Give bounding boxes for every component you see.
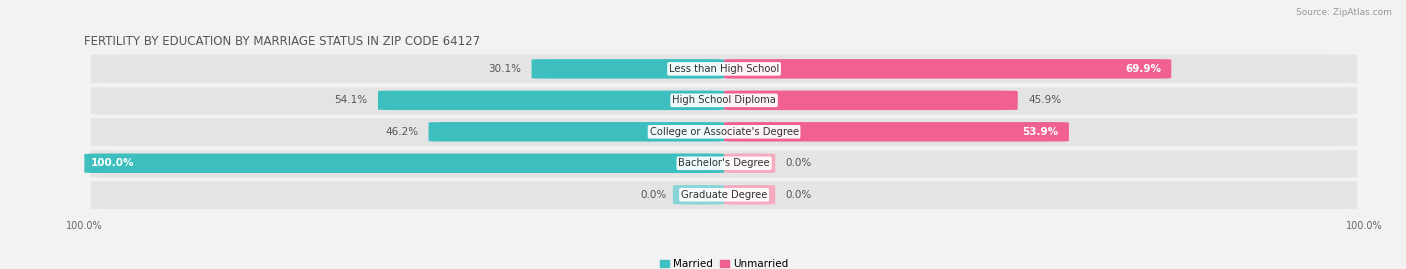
FancyBboxPatch shape — [724, 59, 1171, 79]
Text: 69.9%: 69.9% — [1125, 64, 1161, 74]
FancyBboxPatch shape — [91, 149, 1357, 178]
Text: High School Diploma: High School Diploma — [672, 95, 776, 105]
Text: 30.1%: 30.1% — [488, 64, 522, 74]
FancyBboxPatch shape — [673, 185, 724, 204]
FancyBboxPatch shape — [724, 154, 775, 173]
FancyBboxPatch shape — [724, 91, 1018, 110]
Text: Bachelor's Degree: Bachelor's Degree — [678, 158, 770, 168]
Text: 46.2%: 46.2% — [385, 127, 419, 137]
FancyBboxPatch shape — [724, 185, 775, 204]
Legend: Married, Unmarried: Married, Unmarried — [655, 255, 793, 269]
FancyBboxPatch shape — [531, 59, 724, 79]
Text: 0.0%: 0.0% — [786, 190, 811, 200]
Text: Graduate Degree: Graduate Degree — [681, 190, 768, 200]
FancyBboxPatch shape — [429, 122, 724, 141]
Text: 0.0%: 0.0% — [640, 190, 666, 200]
FancyBboxPatch shape — [91, 117, 1357, 146]
Text: College or Associate's Degree: College or Associate's Degree — [650, 127, 799, 137]
Text: Less than High School: Less than High School — [669, 64, 779, 74]
Text: 100.0%: 100.0% — [91, 158, 134, 168]
FancyBboxPatch shape — [84, 154, 724, 173]
FancyBboxPatch shape — [91, 86, 1357, 115]
Text: 45.9%: 45.9% — [1028, 95, 1062, 105]
FancyBboxPatch shape — [91, 180, 1357, 209]
Text: FERTILITY BY EDUCATION BY MARRIAGE STATUS IN ZIP CODE 64127: FERTILITY BY EDUCATION BY MARRIAGE STATU… — [84, 36, 481, 48]
FancyBboxPatch shape — [378, 91, 724, 110]
FancyBboxPatch shape — [91, 54, 1357, 83]
Text: 54.1%: 54.1% — [335, 95, 368, 105]
Text: 0.0%: 0.0% — [786, 158, 811, 168]
Text: Source: ZipAtlas.com: Source: ZipAtlas.com — [1296, 8, 1392, 17]
Text: 53.9%: 53.9% — [1022, 127, 1059, 137]
FancyBboxPatch shape — [724, 122, 1069, 141]
